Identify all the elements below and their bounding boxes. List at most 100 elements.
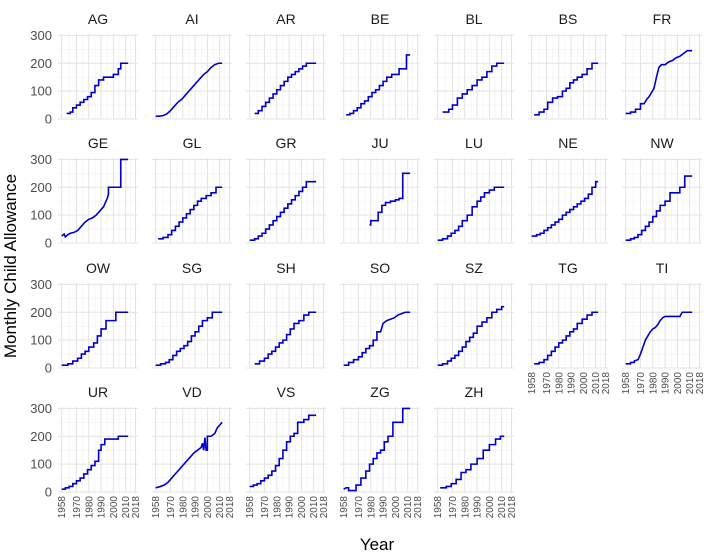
panel-title: GR: [276, 135, 297, 151]
x-tick-label: 1958: [527, 372, 538, 395]
series-line: [534, 311, 599, 365]
panel-gl: GL: [152, 135, 232, 244]
x-tick-label: 1980: [554, 372, 565, 395]
panel-ai: AI: [152, 11, 232, 120]
panel-title: ZH: [465, 384, 484, 400]
series-line: [442, 62, 505, 113]
panel-title: AR: [276, 11, 295, 27]
panel-sg: SG: [152, 260, 232, 369]
x-tick-label: 2018: [507, 496, 518, 519]
y-tick-label: 300: [30, 401, 52, 416]
x-tick-label: 2010: [215, 496, 226, 519]
x-tick-label: 2010: [685, 372, 696, 395]
y-tick-label: 0: [45, 112, 52, 127]
y-tick-label: 200: [30, 305, 52, 320]
panel-title: VS: [277, 384, 296, 400]
panel-so: SO: [340, 260, 420, 369]
panel-title: UR: [88, 384, 108, 400]
y-tick-label: 200: [30, 180, 52, 195]
x-tick-label: 2010: [121, 496, 132, 519]
panel-title: NE: [558, 135, 577, 151]
series-line: [343, 407, 411, 492]
panel-title: GE: [88, 135, 108, 151]
x-tick-label: 2018: [601, 372, 612, 395]
panel-ow: OW 0 100 200 300: [30, 260, 138, 376]
series-line: [254, 62, 317, 115]
x-tick-label: 1970: [354, 496, 365, 519]
panel-title: BL: [465, 11, 482, 27]
panel-gr: GR: [246, 135, 326, 244]
panel-ju: JU: [340, 135, 420, 244]
panel-ar: AR: [246, 11, 326, 120]
panel-title: OW: [86, 260, 111, 276]
x-tick-label: 1958: [57, 496, 68, 519]
panel-sz: SZ: [434, 260, 514, 369]
panel-title: JU: [371, 135, 388, 151]
panel-lu: LU: [434, 135, 514, 244]
series-line: [155, 421, 223, 489]
panel-title: SZ: [465, 260, 483, 276]
series-line: [66, 62, 129, 115]
x-tick-label: 1958: [621, 372, 632, 395]
x-tick-label: 2010: [403, 496, 414, 519]
y-tick-label: 300: [30, 277, 52, 292]
panel-bl: BL: [434, 11, 514, 120]
x-tick-label: 1970: [448, 496, 459, 519]
x-tick-label: 2018: [695, 372, 706, 395]
series-line: [61, 435, 129, 491]
panel-title: BS: [559, 11, 578, 27]
x-tick-label: 1958: [151, 496, 162, 519]
x-tick-label: 2018: [413, 496, 424, 519]
y-tick-label: 0: [45, 361, 52, 376]
x-tick-label: 2000: [203, 496, 214, 519]
x-tick-label: 2018: [319, 496, 330, 519]
panels-layer: AG 0 100 200 300 AI AR BE BL BS FR GE 0 100 200 300 GL GR…: [30, 11, 706, 518]
panel-title: VD: [182, 384, 201, 400]
x-tick-label: 1990: [473, 496, 484, 519]
series-line: [437, 305, 505, 367]
series-line: [625, 311, 693, 365]
y-tick-label: 0: [45, 236, 52, 251]
panel-nw: NW: [622, 135, 702, 244]
panel-title: NW: [650, 135, 674, 151]
y-tick-label: 100: [30, 84, 52, 99]
y-tick-label: 200: [30, 56, 52, 71]
y-tick-label: 200: [30, 429, 52, 444]
x-tick-label: 1958: [245, 496, 256, 519]
panel-bs: BS: [528, 11, 608, 120]
series-line: [625, 175, 693, 242]
x-tick-label: 2000: [673, 372, 684, 395]
x-tick-label: 1990: [661, 372, 672, 395]
x-tick-label: 2000: [297, 496, 308, 519]
x-tick-label: 2018: [225, 496, 236, 519]
series-line: [254, 311, 317, 365]
x-tick-label: 2010: [591, 372, 602, 395]
x-tick-label: 1980: [178, 496, 189, 519]
panel-title: AI: [185, 11, 198, 27]
panel-ge: GE 0 100 200 300: [30, 135, 138, 251]
y-tick-label: 100: [30, 457, 52, 472]
panel-title: ZG: [370, 384, 389, 400]
series-line: [61, 158, 129, 239]
x-tick-label: 1980: [84, 496, 95, 519]
panel-sh: SH: [246, 260, 326, 369]
panel-title: SG: [182, 260, 202, 276]
x-tick-label: 1970: [166, 496, 177, 519]
series-line: [343, 311, 411, 367]
panel-title: TG: [558, 260, 577, 276]
x-tick-label: 1980: [366, 496, 377, 519]
panel-title: SO: [370, 260, 390, 276]
x-axis-label: Year: [360, 535, 395, 554]
panel-title: LU: [465, 135, 483, 151]
x-tick-label: 1980: [648, 372, 659, 395]
series-line: [534, 62, 599, 116]
x-tick-label: 1990: [379, 496, 390, 519]
series-line: [61, 311, 129, 367]
series-line: [369, 172, 411, 226]
series-line: [249, 414, 317, 488]
x-tick-label: 1980: [272, 496, 283, 519]
